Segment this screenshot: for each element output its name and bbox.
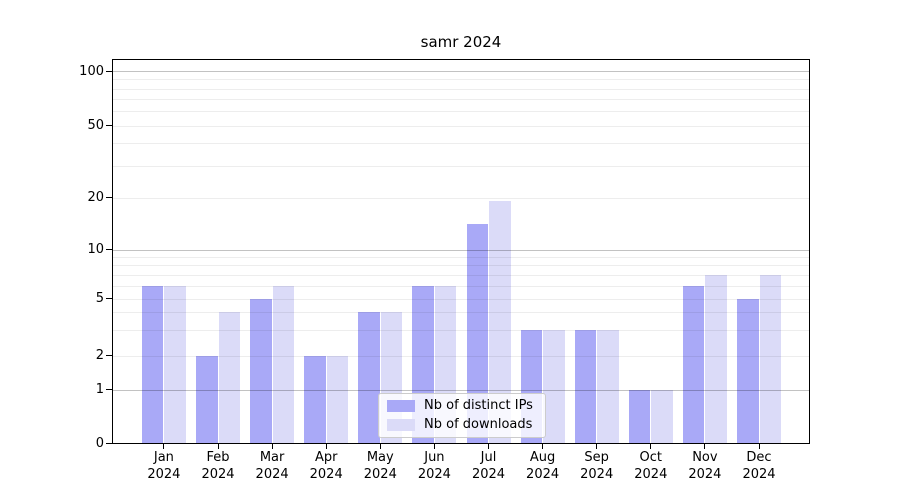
bar-downloads-feb — [218, 312, 240, 443]
bar-distinct-ips-nov — [682, 285, 705, 443]
x-tick-label-sep: Sep 2024 — [580, 450, 614, 482]
x-tick-mark-feb — [217, 444, 219, 449]
x-tick-label-may: May 2024 — [363, 450, 397, 482]
x-tick-label-jun: Jun 2024 — [417, 450, 451, 482]
x-tick-mark-jul — [488, 444, 489, 449]
y-tick-label-10: 10 — [87, 242, 104, 257]
bar-downloads-dec — [759, 274, 781, 443]
y-tick-label-100: 100 — [79, 63, 104, 79]
x-tick-label-nov: Nov 2024 — [688, 450, 722, 482]
legend-label-downloads: Nb of downloads — [424, 416, 533, 432]
y-tick-label-20: 20 — [87, 190, 104, 205]
minor-gridline-50 — [113, 125, 809, 127]
minor-gridline-9 — [113, 256, 809, 258]
y-tick-mark-0 — [106, 443, 112, 444]
y-tick-mark-10 — [106, 249, 112, 250]
major-gridline-1 — [113, 389, 809, 391]
y-tick-label-0: 0 — [95, 436, 104, 451]
minor-gridline-40 — [113, 143, 809, 144]
x-tick-mark-oct — [650, 444, 652, 449]
bar-distinct-ips-jan — [141, 285, 164, 443]
bar-downloads-aug — [543, 330, 565, 443]
x-tick-mark-may — [379, 444, 381, 449]
x-tick-mark-mar — [271, 444, 273, 449]
x-tick-mark-dec — [758, 444, 760, 449]
minor-gridline-7 — [113, 274, 809, 276]
y-tick-label-2: 2 — [95, 348, 104, 363]
bar-downloads-jan — [164, 285, 186, 443]
x-tick-mark-sep — [596, 444, 598, 449]
y-tick-mark-1 — [106, 389, 112, 390]
minor-gridline-6 — [113, 285, 809, 287]
y-tick-mark-20 — [106, 197, 112, 198]
major-gridline-100 — [113, 71, 809, 72]
bar-downloads-mar — [272, 285, 295, 443]
legend-row-distinct-ips: Nb of distinct IPs — [387, 398, 537, 414]
minor-gridline-90 — [113, 79, 809, 81]
minor-gridline-20 — [113, 197, 809, 199]
bar-downloads-sep — [597, 330, 619, 443]
bar-distinct-ips-jul — [466, 224, 488, 443]
y-tick-label-50: 50 — [87, 118, 104, 133]
bar-distinct-ips-sep — [574, 330, 597, 443]
x-tick-label-mar: Mar 2024 — [255, 450, 289, 482]
x-tick-label-aug: Aug 2024 — [526, 450, 560, 482]
x-tick-mark-jun — [433, 444, 435, 449]
x-tick-mark-aug — [542, 444, 544, 449]
x-tick-label-dec: Dec 2024 — [742, 450, 776, 482]
x-tick-label-jul: Jul 2024 — [471, 450, 506, 482]
bar-downloads-nov — [705, 274, 727, 443]
bar-distinct-ips-mar — [250, 298, 272, 443]
minor-gridline-70 — [113, 99, 809, 100]
legend-row-downloads: Nb of downloads — [387, 417, 537, 433]
bar-distinct-ips-may — [358, 312, 380, 443]
bar-distinct-ips-oct — [628, 389, 651, 443]
bar-distinct-ips-dec — [737, 298, 759, 443]
minor-gridline-5 — [113, 298, 809, 300]
minor-gridline-60 — [113, 111, 809, 113]
minor-gridline-80 — [113, 88, 809, 90]
legend: Nb of distinct IPs Nb of downloads — [378, 393, 546, 438]
legend-swatch-distinct-ips — [387, 400, 415, 413]
bar-downloads-oct — [651, 389, 673, 443]
chart-title: samr 2024 — [420, 33, 502, 51]
y-tick-label-1: 1 — [95, 382, 104, 397]
bar-downloads-jul — [489, 201, 511, 443]
minor-gridline-2 — [113, 355, 809, 357]
x-tick-label-oct: Oct 2024 — [634, 450, 668, 482]
minor-gridline-4 — [113, 312, 809, 314]
y-tick-mark-100 — [106, 70, 112, 72]
legend-label-distinct-ips: Nb of distinct IPs — [424, 398, 533, 414]
major-gridline-10 — [113, 249, 809, 251]
x-tick-mark-apr — [325, 444, 327, 449]
bar-distinct-ips-apr — [304, 355, 326, 443]
legend-swatch-downloads — [387, 418, 415, 431]
minor-gridline-3 — [113, 330, 809, 332]
x-tick-mark-jan — [163, 444, 165, 449]
plot-area — [112, 59, 810, 444]
x-tick-label-jan: Jan 2024 — [147, 450, 181, 482]
minor-gridline-30 — [113, 165, 809, 167]
minor-gridline-8 — [113, 265, 809, 267]
x-tick-label-feb: Feb 2024 — [201, 450, 235, 482]
bar-downloads-apr — [326, 355, 349, 443]
x-tick-mark-nov — [704, 444, 706, 449]
y-tick-mark-50 — [106, 125, 112, 126]
x-tick-label-apr: Apr 2024 — [309, 450, 343, 482]
y-tick-label-5: 5 — [95, 291, 104, 306]
y-tick-mark-2 — [106, 355, 112, 356]
bar-distinct-ips-feb — [196, 355, 218, 443]
y-tick-mark-5 — [106, 298, 112, 299]
